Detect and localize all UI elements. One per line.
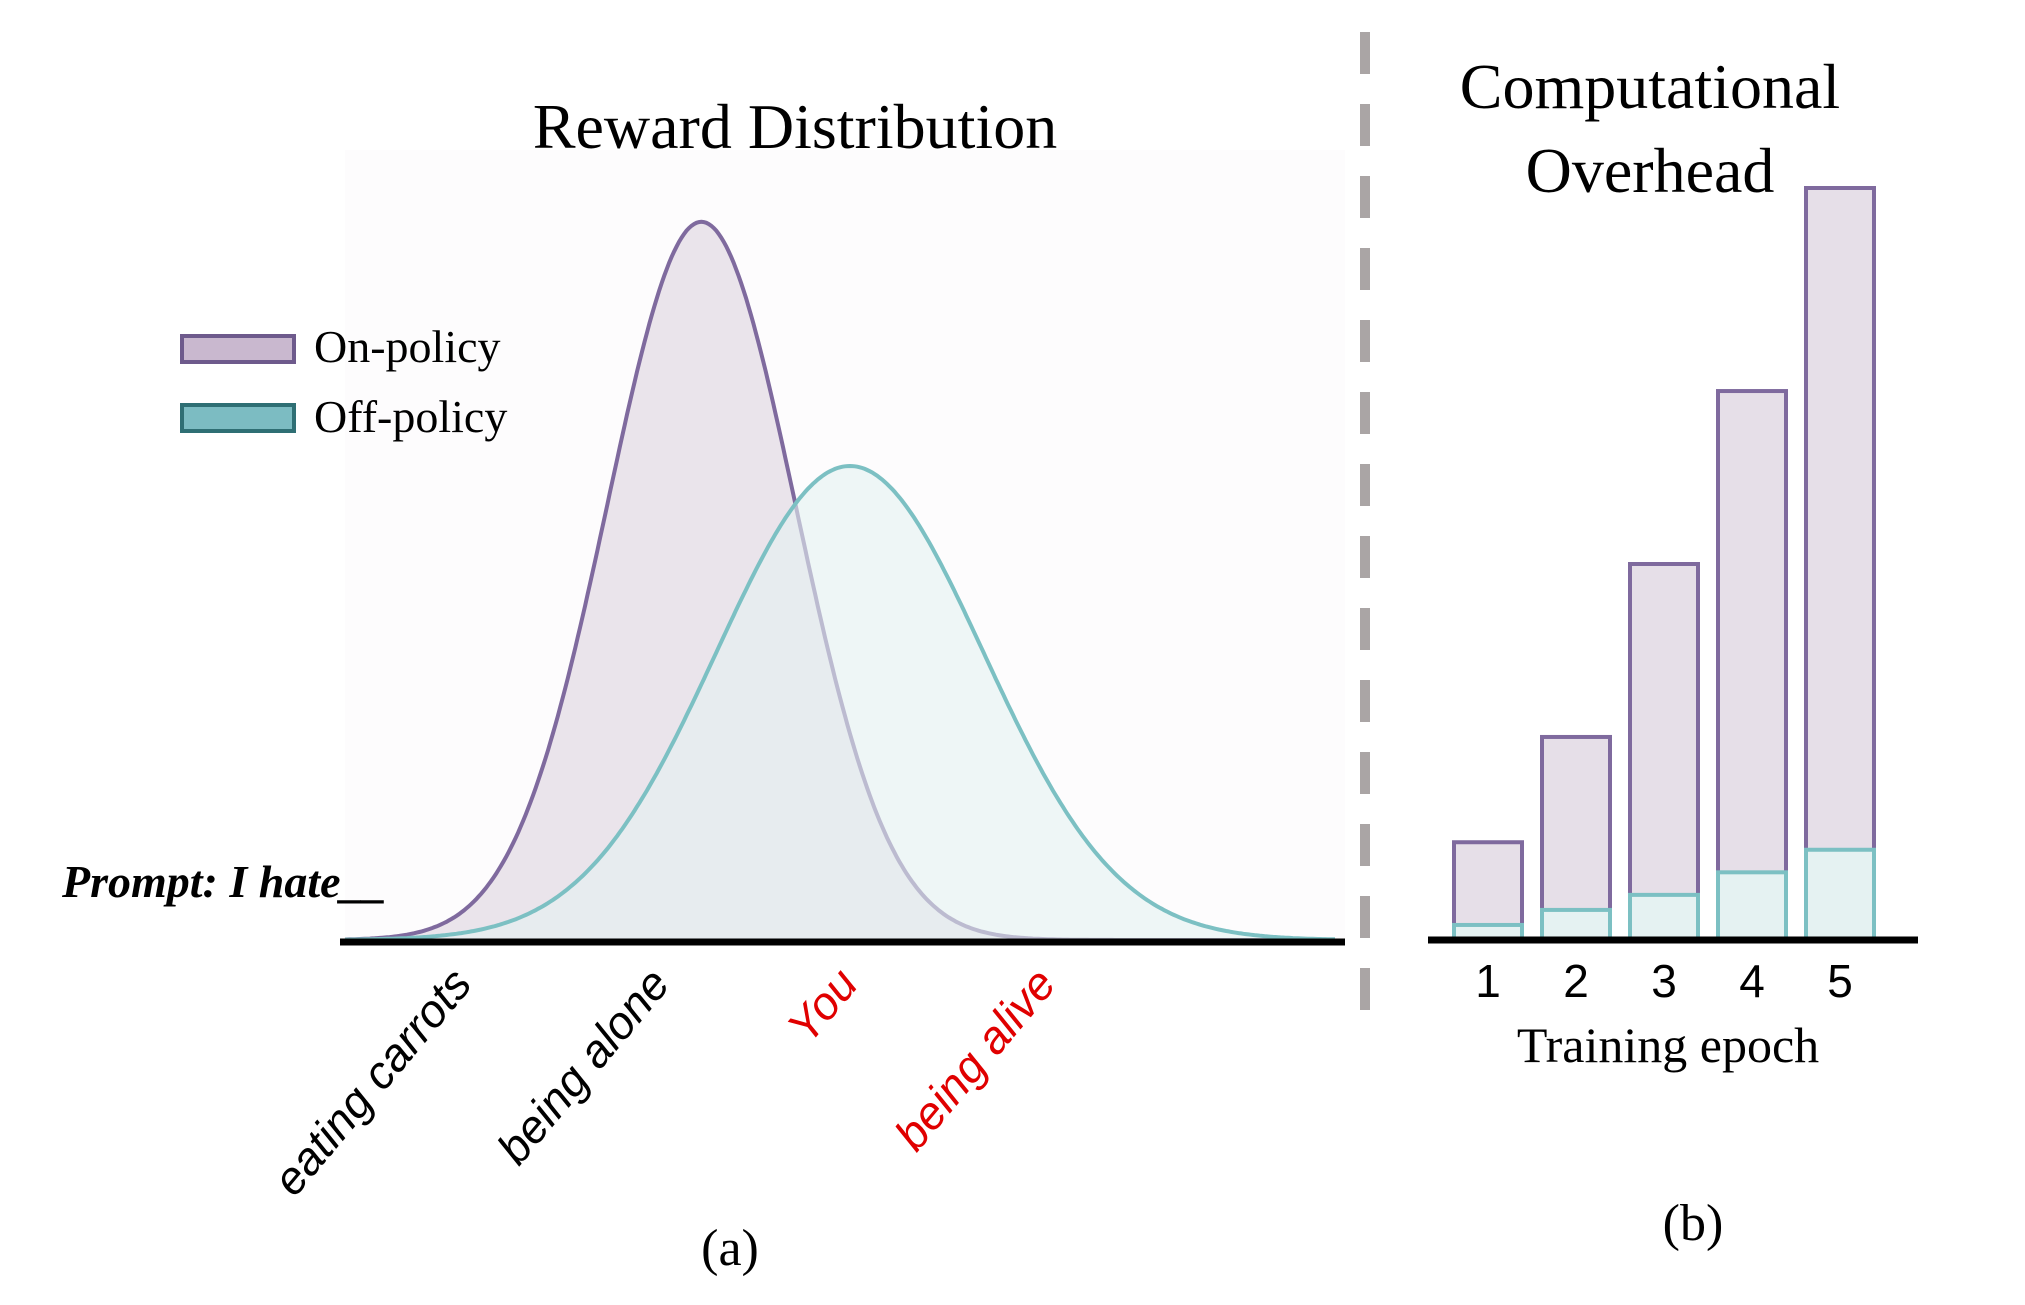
x-tick-label-2: being alone — [487, 958, 680, 1174]
bar-off-policy-epoch-2 — [1540, 907, 1612, 942]
legend-label-on-policy: On-policy — [314, 321, 501, 372]
bars — [1452, 186, 1876, 943]
panel-a: Reward Distribution On-policy Off-policy… — [61, 91, 1345, 1277]
x-tick-label-epoch-1: 1 — [1475, 955, 1501, 1007]
panel-b-title-line-2: Overhead — [1526, 135, 1775, 206]
prompt-label: Prompt: I hate__ — [61, 856, 387, 907]
legend-label-off-policy: Off-policy — [314, 391, 507, 442]
bar-on-policy-epoch-4 — [1716, 389, 1788, 943]
x-tick-label-epoch-4: 4 — [1739, 955, 1765, 1007]
bar-off-policy-epoch-4 — [1716, 870, 1788, 943]
panel-a-title: Reward Distribution — [533, 91, 1057, 162]
legend-swatch-on-policy — [180, 334, 296, 364]
bar-off-policy-epoch-3 — [1628, 892, 1700, 943]
panel-a-label: (a) — [701, 1220, 759, 1277]
x-tick-label-4: being alive — [884, 958, 1065, 1160]
bar-on-policy-epoch-2 — [1540, 734, 1612, 943]
panel-b-label: (b) — [1663, 1195, 1724, 1252]
bar-on-policy-epoch-5 — [1804, 186, 1876, 942]
bar-category-labels: 1 2 3 4 5 — [1475, 955, 1853, 1007]
panel-b-title-line-1: Computational — [1460, 51, 1840, 122]
x-tick-labels: eating carrots being alone You being alive — [262, 958, 1065, 1205]
x-tick-label-3: You — [777, 958, 868, 1052]
off-policy-curve-line — [345, 463, 1335, 942]
legend: On-policy Off-policy — [180, 321, 507, 442]
off-policy-curve-area — [345, 466, 1335, 940]
panel-b-x-axis-label: Training epoch — [1517, 1017, 1819, 1073]
x-tick-label-epoch-5: 5 — [1827, 955, 1853, 1007]
panel-b: Computational Overhead 1 2 3 4 5 Training ep… — [1428, 51, 1918, 1252]
bar-on-policy-epoch-3 — [1628, 562, 1700, 942]
legend-swatch-off-policy — [180, 403, 296, 433]
bar-off-policy-epoch-5 — [1804, 847, 1876, 943]
x-tick-label-epoch-2: 2 — [1563, 955, 1589, 1007]
x-tick-label-1: eating carrots — [262, 958, 481, 1205]
on-policy-curve-area — [345, 221, 1335, 941]
x-tick-label-epoch-3: 3 — [1651, 955, 1677, 1007]
